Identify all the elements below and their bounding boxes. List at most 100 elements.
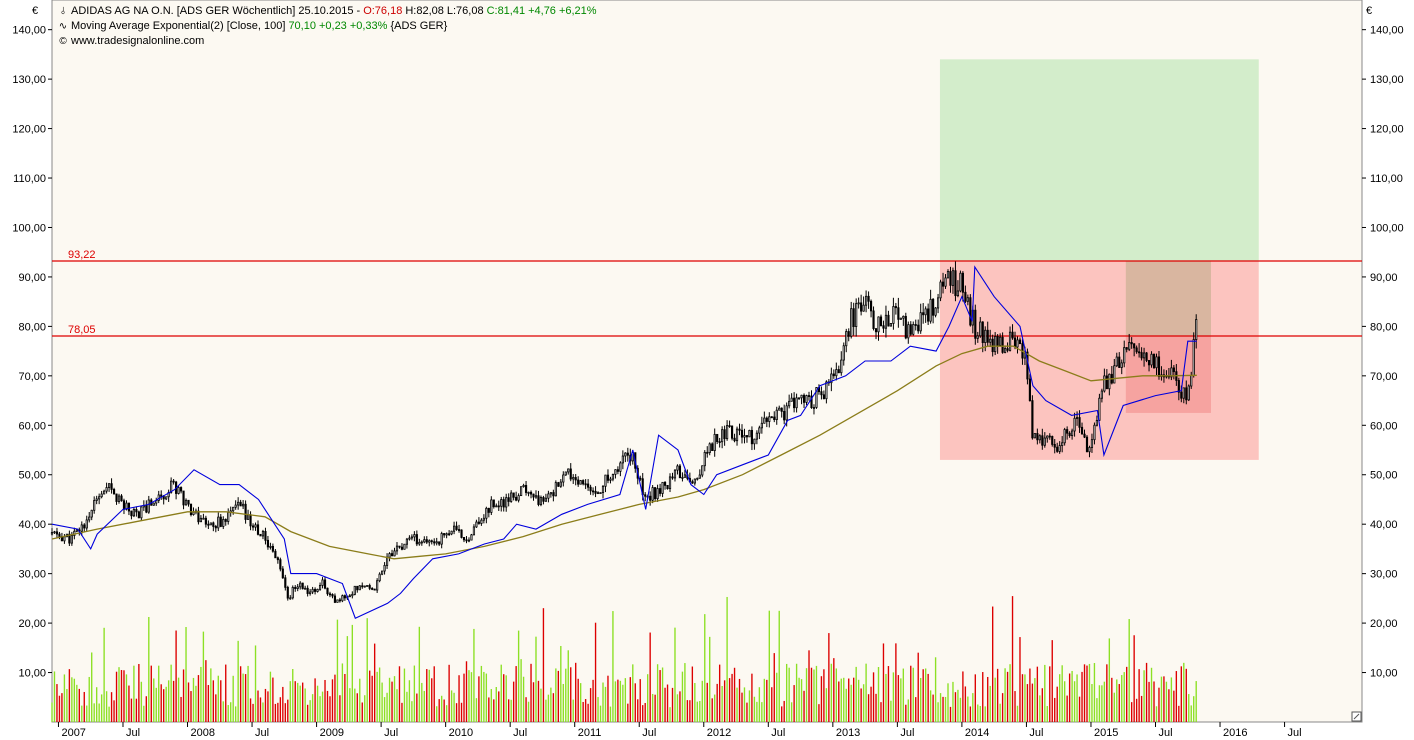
volume-bar — [95, 687, 98, 722]
volume-bar — [798, 677, 800, 722]
volume-bar — [679, 691, 681, 722]
x-tick-label: 2010 — [449, 727, 473, 739]
legend-row-price: ⫰ ADIDAS AG NA O.N. [ADS GER Wöchentlich… — [58, 4, 597, 19]
volume-bar — [696, 701, 699, 722]
volume-bar — [460, 702, 463, 722]
candle-body — [882, 325, 885, 329]
candle-body — [701, 465, 704, 476]
copyright-icon: © — [59, 36, 67, 47]
candle-body — [435, 541, 438, 544]
volume-bar — [1185, 668, 1187, 722]
candle-body — [639, 477, 642, 480]
candle-body — [264, 531, 267, 541]
x-tick-label: Jul — [642, 727, 656, 739]
volume-bar — [1051, 640, 1053, 722]
candle-body — [554, 482, 557, 497]
volume-bar — [991, 606, 994, 722]
candle-body — [58, 533, 61, 537]
candle-body — [909, 324, 912, 335]
candle-body — [790, 397, 793, 402]
candle-body — [1088, 447, 1091, 453]
candle-body — [512, 492, 515, 498]
candle-body — [472, 526, 476, 536]
volume-bar — [649, 632, 651, 722]
candle-body — [889, 323, 892, 327]
volume-bar — [1029, 668, 1031, 722]
candle-body — [1043, 437, 1046, 446]
candle-body — [802, 394, 806, 403]
candle-body — [631, 452, 634, 462]
candle-body — [165, 496, 168, 500]
volume-bar — [857, 679, 860, 722]
x-tick-label: 2007 — [61, 727, 85, 739]
volume-bar — [1140, 695, 1143, 722]
volume-bar — [736, 687, 738, 722]
volume-bar — [1145, 662, 1148, 722]
volume-bar — [396, 689, 398, 722]
volume-bar — [1098, 685, 1101, 722]
volume-bar — [274, 703, 277, 722]
resize-grip-icon[interactable] — [1351, 711, 1362, 722]
candle-body — [510, 492, 513, 502]
volume-bar — [76, 684, 78, 722]
candle-body — [924, 308, 927, 316]
volume-bar — [1021, 674, 1024, 722]
volume-bar — [53, 671, 56, 722]
candle-body — [157, 494, 160, 501]
volume-bar — [848, 678, 850, 722]
candle-body — [989, 338, 992, 343]
volume-bar — [272, 677, 274, 722]
candle-body — [383, 564, 386, 572]
volume-bar — [1016, 705, 1019, 722]
candle-body — [103, 490, 106, 495]
candle-body — [964, 291, 967, 302]
candle-body — [703, 451, 706, 467]
y-tick-label-left: 90,00 — [18, 272, 46, 284]
volume-bar — [1041, 688, 1044, 722]
volume-bar — [1004, 668, 1006, 722]
candle-body — [341, 595, 344, 602]
candle-body — [936, 297, 940, 309]
candle-body — [897, 307, 900, 320]
candle-body — [1090, 439, 1094, 448]
candle-body — [184, 499, 188, 506]
legend-row-ema: ∿ Moving Average Exponential(2) [Close, … — [58, 19, 597, 34]
candle-body — [716, 433, 719, 442]
candle-body — [271, 545, 274, 552]
volume-bar — [947, 683, 949, 722]
volume-bar — [1118, 684, 1120, 722]
volume-bar — [331, 679, 334, 722]
candle-body — [614, 469, 617, 475]
volume-bar — [632, 664, 634, 722]
candle-body — [671, 476, 674, 479]
volume-bar — [964, 686, 967, 722]
candle-body — [428, 540, 431, 543]
volume-bar — [962, 671, 964, 722]
volume-bar — [557, 670, 560, 722]
candle-body — [376, 580, 379, 591]
candle-body — [400, 546, 404, 550]
candle-body — [668, 476, 672, 490]
candle-body — [842, 345, 845, 361]
volume-bar — [1195, 681, 1197, 722]
volume-bar — [167, 680, 170, 722]
volume-bar — [820, 676, 823, 722]
candle-body — [879, 316, 883, 327]
legend-ema-change-pct: +0,33% — [349, 20, 388, 32]
volume-bar — [927, 673, 929, 722]
volume-bar — [416, 693, 418, 722]
candle-body — [544, 497, 548, 502]
volume-bar — [629, 677, 631, 722]
volume-bar — [522, 676, 525, 722]
candle-body — [877, 316, 880, 333]
candlestick-series — [50, 261, 1198, 604]
volume-bar — [282, 686, 284, 722]
x-tick-label: 2016 — [1223, 727, 1247, 739]
volume-bar — [143, 705, 145, 722]
candle-body — [299, 582, 302, 588]
candle-body — [1103, 375, 1106, 392]
volume-bar — [319, 696, 321, 722]
candle-body — [872, 310, 875, 329]
volume-bar — [609, 706, 612, 722]
volume-bar — [902, 668, 905, 722]
